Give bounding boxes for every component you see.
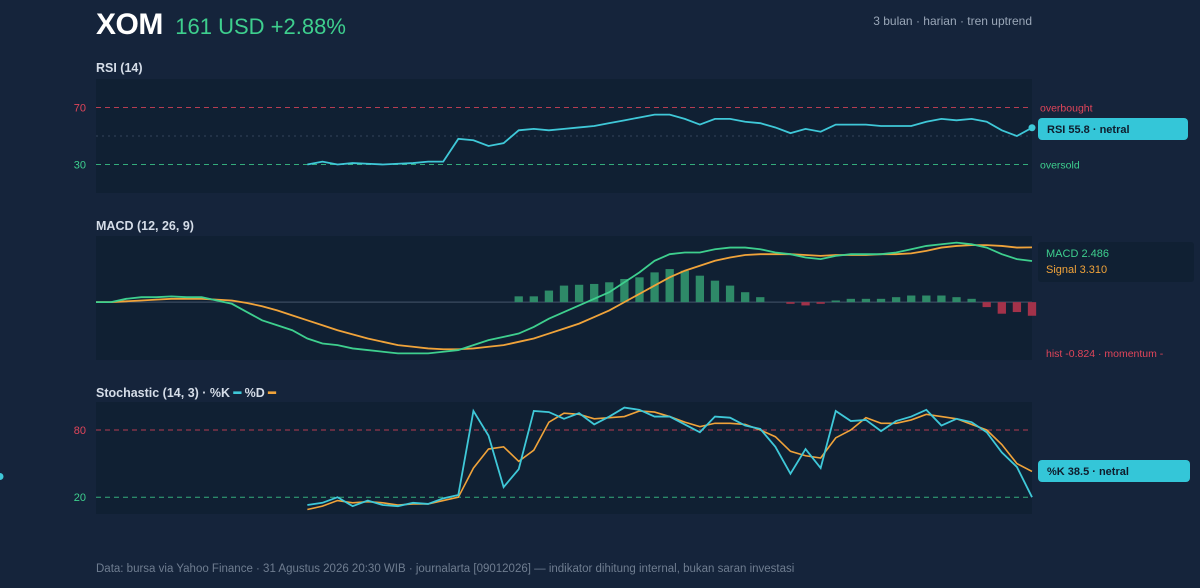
macd-hist-bar	[1027, 302, 1037, 316]
macd-hist-bar	[952, 297, 961, 303]
stoch-title-text: Stochastic (14, 3) · %K	[96, 386, 231, 400]
macd-hist-bar	[650, 272, 659, 303]
macd-hist-bar	[710, 280, 720, 303]
macd-hist-bar	[514, 296, 523, 303]
stoch-tick-80: 80	[74, 425, 86, 437]
macd-hist-bar	[741, 292, 750, 303]
macd-hist-bar	[529, 296, 538, 303]
ticker-symbol: XOM	[96, 8, 163, 41]
macd-hist-bar	[922, 295, 931, 303]
rsi-tick-30: 30	[74, 160, 86, 172]
macd-hist-bar	[590, 283, 599, 303]
macd-hist-bar	[967, 298, 976, 303]
macd-hist-bar	[816, 302, 825, 304]
macd-hist-bar	[756, 297, 765, 303]
macd-hist-bar	[1012, 302, 1022, 313]
stoch-last-point	[0, 472, 4, 480]
macd-hist-bar	[831, 300, 840, 303]
stoch-k-line	[307, 406, 1033, 508]
hist-value-label: hist -0.824 · momentum -	[1046, 348, 1164, 360]
rsi-panel-title: RSI (14)	[96, 61, 143, 75]
header: XOM 161 USD +2.88%	[96, 8, 346, 48]
rsi-level-label-30: oversold	[1040, 160, 1080, 172]
price-change: 161 USD +2.88%	[175, 14, 346, 39]
rsi-line	[307, 113, 1033, 166]
macd-hist-bar	[559, 285, 569, 303]
rsi-last-point	[1028, 124, 1036, 132]
macd-hist-bar	[876, 298, 886, 303]
macd-hist-bar	[680, 270, 689, 303]
rsi-level-label-70: overbought	[1040, 103, 1093, 115]
macd-hist-bar	[574, 284, 584, 303]
macd-hist-bar	[891, 297, 901, 303]
macd-hist-bar	[665, 269, 674, 303]
stoch-panel-title: Stochastic (14, 3) · %K ━ %D ━	[96, 385, 276, 400]
macd-line	[96, 241, 1033, 355]
macd-hist-bar	[861, 298, 871, 303]
macd-hist-bar	[937, 295, 946, 303]
stoch-tick-20: 20	[74, 492, 86, 504]
macd-label-box	[1038, 242, 1194, 282]
k-legend-swatch: ━	[233, 386, 242, 400]
rsi-badge-bg	[1038, 118, 1188, 140]
stoch-title-d: %D	[244, 386, 265, 400]
stoch-badge-bg	[1038, 460, 1190, 482]
d-legend-swatch: ━	[268, 386, 276, 400]
rsi-tick-70: 70	[74, 103, 86, 115]
macd-hist-bar	[695, 275, 705, 303]
macd-hist-bar	[635, 277, 644, 303]
signal-value-label: Signal 3.310	[1046, 264, 1107, 276]
range-info: 3 bulan · harian · tren uptrend	[873, 14, 1032, 28]
macd-hist-bar	[982, 302, 991, 308]
macd-hist-bar	[544, 290, 554, 303]
macd-hist-bar	[907, 295, 916, 303]
macd-value-label: MACD 2.486	[1046, 248, 1109, 260]
macd-hist-bar	[997, 302, 1006, 314]
macd-hist-bar	[801, 302, 810, 306]
macd-hist-bar	[620, 278, 629, 303]
macd-hist-bar	[786, 302, 795, 304]
macd-panel-title: MACD (12, 26, 9)	[96, 219, 194, 233]
footer-source: Data: bursa via Yahoo Finance · 31 Agust…	[96, 563, 795, 575]
macd-hist-bar	[846, 298, 855, 303]
macd-hist-bar	[725, 285, 735, 303]
rsi-badge-text: RSI 55.8 · netral	[1047, 124, 1130, 136]
stoch-badge-text: %K 38.5 · netral	[1047, 466, 1129, 478]
